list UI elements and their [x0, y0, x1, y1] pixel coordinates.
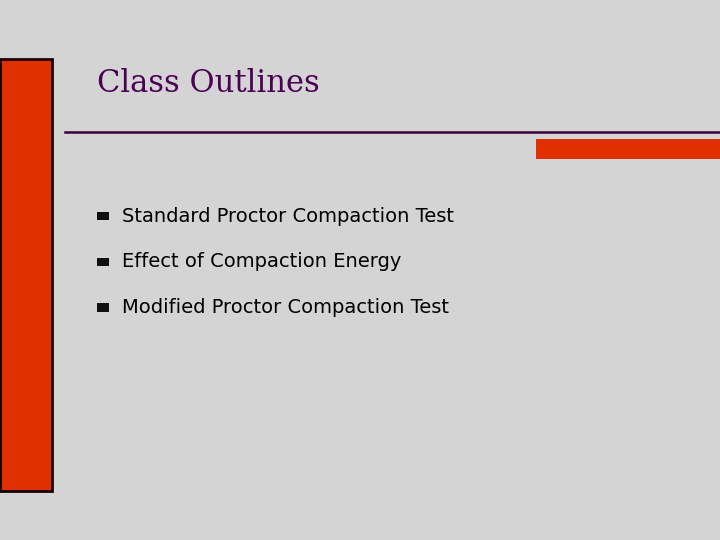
- Text: Class Outlines: Class Outlines: [97, 68, 320, 99]
- Text: Effect of Compaction Energy: Effect of Compaction Energy: [122, 252, 401, 272]
- FancyBboxPatch shape: [97, 258, 109, 266]
- FancyBboxPatch shape: [97, 212, 109, 220]
- Text: Modified Proctor Compaction Test: Modified Proctor Compaction Test: [122, 298, 449, 318]
- FancyBboxPatch shape: [536, 139, 720, 159]
- Text: Standard Proctor Compaction Test: Standard Proctor Compaction Test: [122, 206, 454, 226]
- FancyBboxPatch shape: [0, 59, 52, 491]
- FancyBboxPatch shape: [97, 303, 109, 312]
